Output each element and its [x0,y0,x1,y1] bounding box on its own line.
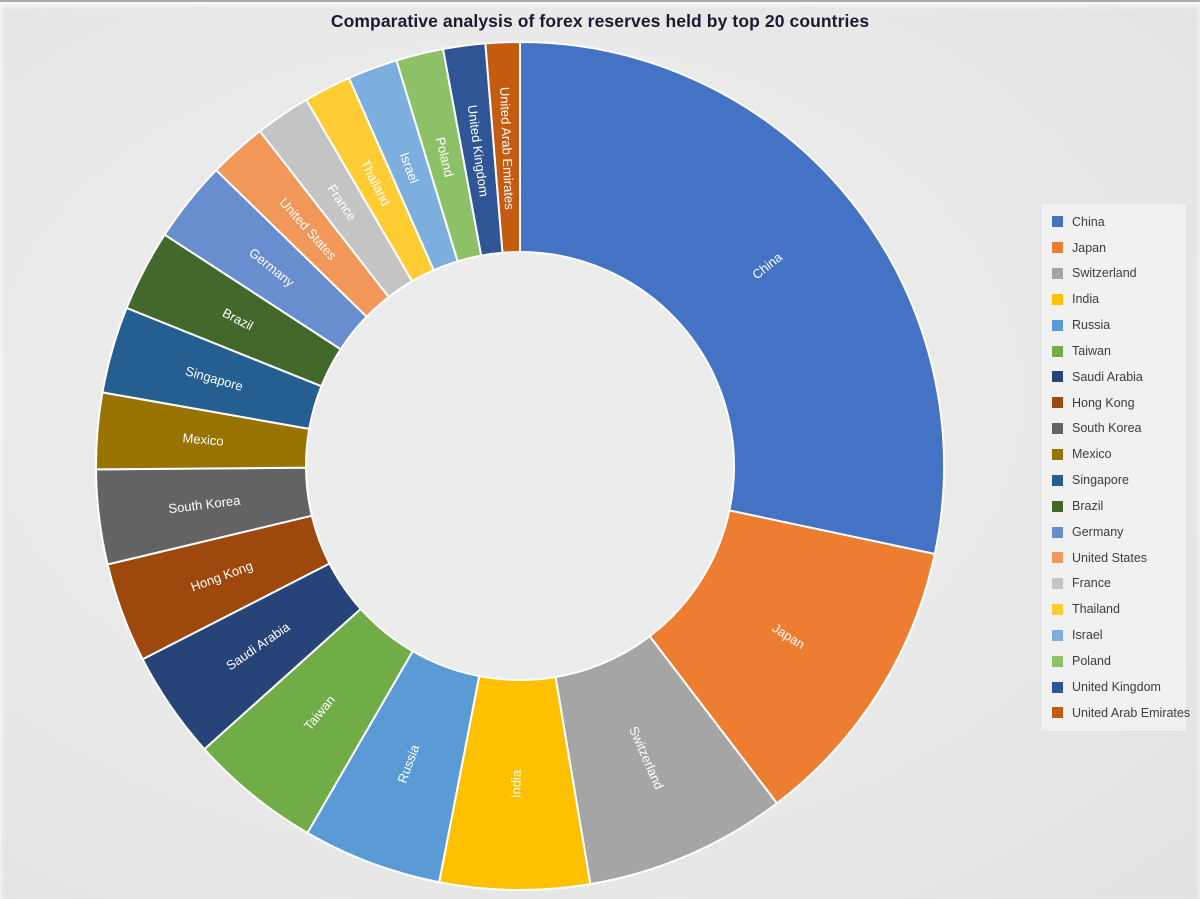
legend-item-india: India [1052,293,1182,306]
legend-item-russia: Russia [1052,319,1182,332]
legend-label-taiwan: Taiwan [1072,343,1111,358]
legend-label-united-arab-emirates: United Arab Emirates [1072,705,1191,720]
slice-label-united-arab-emirates: United Arab Emirates [497,87,517,211]
legend-item-united-kingdom: United Kingdom [1052,681,1182,694]
legend-label-south-korea: South Korea [1072,421,1142,436]
legend-label-india: India [1072,292,1100,307]
legend-swatch-united-kingdom [1052,681,1063,693]
legend-swatch-germany [1052,526,1063,538]
legend-label-mexico: Mexico [1072,447,1112,462]
legend-item-brazil: Brazil [1052,500,1182,513]
legend-label-saudi-arabia: Saudi Arabia [1072,369,1143,384]
legend-swatch-taiwan [1052,345,1063,357]
legend-swatch-russia [1052,319,1063,331]
legend-label-russia: Russia [1072,318,1111,333]
legend-label-japan: Japan [1072,240,1107,255]
legend-item-china: China [1052,216,1182,229]
legend-label-germany: Germany [1072,524,1124,539]
legend-label-china: China [1072,214,1105,229]
legend-swatch-japan [1052,242,1063,254]
legend-swatch-poland [1052,655,1063,667]
slice-label-india: India [508,769,523,798]
legend-label-united-kingdom: United Kingdom [1072,679,1161,694]
legend-item-taiwan: Taiwan [1052,345,1182,358]
legend-swatch-south-korea [1052,423,1063,435]
slice-label-mexico: Mexico [182,430,224,448]
legend-swatch-singapore [1052,474,1063,486]
legend-swatch-israel [1052,629,1063,641]
chart-title: Comparative analysis of forex reserves h… [330,11,870,31]
legend-swatch-france [1052,578,1063,590]
legend-swatch-china [1052,216,1063,228]
legend: China Japan Switzerland India Russia Taiwan Sa… [1040,203,1190,732]
legend-label-brazil: Brazil [1072,498,1104,513]
legend-item-hong-kong: Hong Kong [1052,397,1182,410]
legend-item-singapore: Singapore [1052,474,1182,487]
legend-label-poland: Poland [1072,654,1111,669]
legend-label-united-states: United States [1072,550,1148,565]
legend-label-singapore: Singapore [1072,473,1129,488]
legend-item-poland: Poland [1052,655,1182,668]
legend-item-mexico: Mexico [1052,448,1182,461]
legend-item-switzerland: Switzerland [1052,267,1182,280]
legend-swatch-india [1052,293,1063,305]
donut-hole [305,251,735,681]
legend-swatch-saudi-arabia [1052,371,1063,383]
legend-label-france: France [1072,576,1111,591]
legend-item-japan: Japan [1052,242,1182,255]
slice-china [519,41,945,556]
legend-label-switzerland: Switzerland [1072,266,1137,281]
slice-japan [648,509,936,805]
legend-swatch-brazil [1052,500,1063,512]
legend-swatch-united-states [1052,552,1063,564]
legend-swatch-hong-kong [1052,397,1063,409]
legend-item-south-korea: South Korea [1052,422,1182,435]
slice-united-arab-emirates [484,41,521,254]
legend-item-thailand: Thailand [1052,603,1182,616]
legend-item-israel: Israel [1052,629,1182,642]
legend-label-thailand: Thailand [1072,602,1120,617]
legend-swatch-switzerland [1052,268,1063,280]
legend-item-germany: Germany [1052,526,1182,539]
legend-label-hong-kong: Hong Kong [1072,395,1135,410]
legend-swatch-united-arab-emirates [1052,707,1063,719]
legend-item-saudi-arabia: Saudi Arabia [1052,371,1182,384]
legend-item-france: France [1052,577,1182,590]
legend-swatch-mexico [1052,449,1063,461]
legend-item-united-states: United States [1052,552,1182,565]
legend-swatch-thailand [1052,604,1063,616]
legend-item-united-arab-emirates: United Arab Emirates [1052,707,1190,720]
legend-label-israel: Israel [1072,628,1103,643]
